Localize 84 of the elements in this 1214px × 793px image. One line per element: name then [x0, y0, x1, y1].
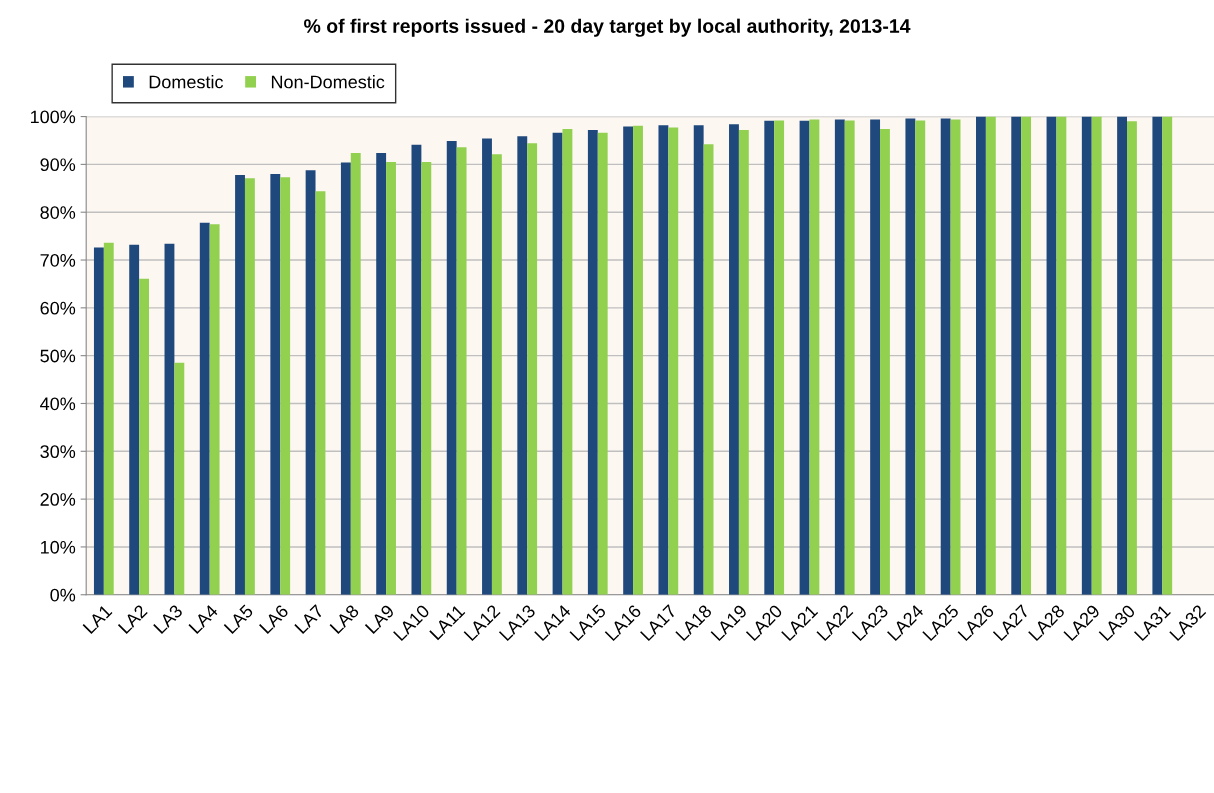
bar [456, 147, 467, 595]
bar [1162, 116, 1173, 595]
y-tick-label: 90% [40, 158, 76, 172]
x-tick-label: LA8 [329, 603, 360, 635]
bar [340, 162, 351, 595]
chart-title: % of first reports issued - 20 day target by local authority, 2013-14 [304, 18, 911, 37]
bar [809, 119, 820, 595]
bar [985, 116, 996, 595]
y-tick-label: 100% [30, 110, 76, 124]
bar [244, 178, 255, 595]
y-tick-label: 10% [41, 540, 76, 554]
bar [976, 116, 986, 595]
bar [729, 124, 739, 595]
bar [315, 191, 326, 595]
bar [280, 177, 291, 595]
x-tick-label: LA5 [223, 604, 254, 635]
bar [164, 243, 175, 595]
bar [1056, 116, 1067, 595]
bar [1152, 116, 1163, 595]
bar [764, 120, 775, 595]
y-tick-label: 20% [40, 493, 76, 506]
bar [774, 120, 785, 595]
bar [270, 173, 281, 595]
bar [1081, 116, 1092, 595]
y-tick-label: 0% [50, 588, 76, 602]
x-tick-label: LA1 [82, 604, 113, 634]
bar [844, 120, 855, 595]
bar [305, 170, 316, 595]
x-tick-label: LA2 [117, 604, 148, 634]
bar [658, 125, 669, 595]
bar [738, 129, 749, 595]
bar [235, 174, 245, 595]
x-tick-label: LA4 [188, 603, 219, 634]
y-tick-label: 50% [40, 349, 76, 363]
bar [199, 222, 210, 595]
x-tick-label: LA6 [258, 603, 290, 635]
bar [597, 132, 608, 595]
bar [209, 224, 220, 595]
y-tick-label: 30% [40, 445, 76, 459]
bar [527, 143, 538, 595]
bar [1117, 116, 1128, 595]
bar [482, 138, 492, 595]
x-tick-label: LA3 [153, 603, 184, 635]
bar [1021, 116, 1032, 595]
bar [103, 242, 114, 595]
bar [915, 120, 926, 595]
bar [562, 129, 573, 595]
bar [950, 119, 961, 595]
legend-label: Domestic [149, 75, 224, 89]
bar [174, 362, 185, 595]
y-tick-label: 60% [40, 301, 76, 315]
bar [1046, 116, 1057, 595]
y-tick-label: 70% [40, 253, 76, 267]
bar [1091, 116, 1102, 595]
bar [129, 244, 140, 595]
bar [870, 119, 881, 595]
bar [517, 136, 528, 595]
bar [139, 278, 149, 595]
bar [376, 152, 387, 595]
bar [834, 119, 845, 595]
bar [633, 125, 643, 595]
bar [491, 154, 502, 595]
bar [880, 129, 890, 595]
bar [421, 162, 432, 595]
bar [693, 125, 704, 595]
x-tick-label: LA7 [294, 604, 325, 634]
bar [411, 144, 422, 595]
y-tick-label: 40% [40, 397, 76, 411]
bar [905, 118, 916, 595]
bar [1127, 121, 1137, 595]
bar [552, 132, 563, 595]
bar [799, 120, 810, 595]
bar [350, 152, 361, 595]
bar [668, 127, 679, 595]
bar [446, 140, 457, 595]
bar [623, 126, 634, 595]
bar [386, 162, 396, 595]
bar [703, 144, 714, 595]
bar [93, 247, 104, 595]
legend-label: Non-Domestic [271, 75, 385, 89]
bar [1011, 116, 1022, 595]
bar [940, 118, 951, 595]
bar [587, 129, 598, 595]
y-tick-label: 80% [40, 206, 76, 219]
